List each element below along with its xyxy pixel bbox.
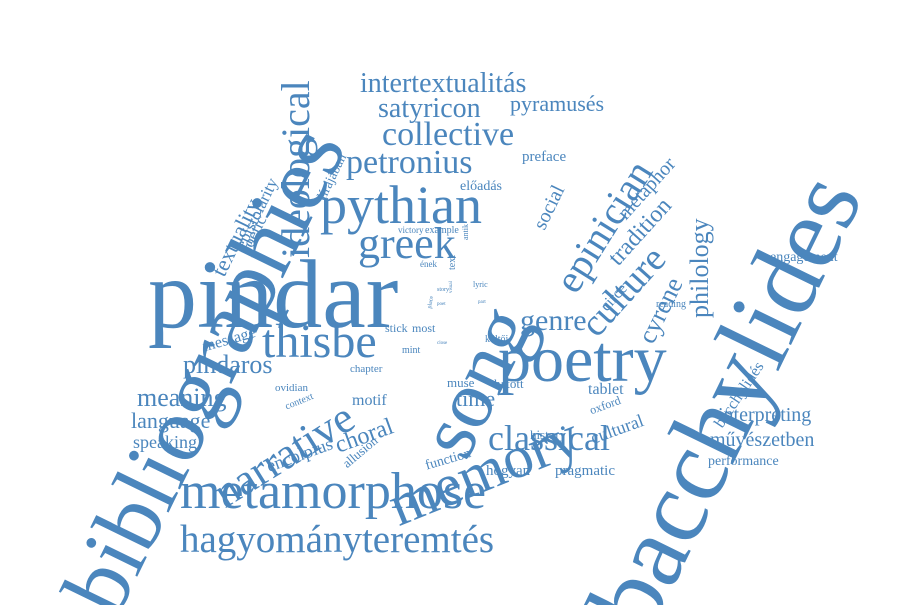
word-text: text	[447, 255, 458, 270]
word-place: place	[427, 295, 436, 310]
word-close: close	[437, 341, 448, 346]
word-hagyomanyteremtes: hagyományteremtés	[180, 518, 495, 561]
word-reading: reading	[656, 299, 686, 310]
word-pindaros: pindaros	[183, 350, 273, 379]
word-genre: genre	[520, 304, 587, 337]
word-interpreting: interpreting	[718, 404, 812, 426]
word-chapter: chapter	[350, 363, 383, 375]
word-victory: victory	[398, 225, 424, 235]
word-cultural: cultural	[587, 410, 647, 448]
word-story: story	[437, 287, 449, 293]
word-pyramuses: pyramusés	[510, 91, 605, 116]
word-part: part	[478, 300, 486, 305]
word-poet: poet	[437, 302, 446, 307]
word-lyric: lyric	[473, 280, 488, 289]
word-classical: classical	[488, 418, 610, 458]
word-example: example	[425, 225, 459, 236]
word-ovidian: ovidian	[275, 382, 308, 394]
word-collective: collective	[382, 116, 515, 153]
word-muse: muse	[447, 375, 475, 390]
word-enek: ének	[420, 259, 437, 269]
word-muveszetben: művészetben	[710, 429, 815, 451]
word-metamorphose: metamorphose	[180, 463, 487, 520]
word-social: social	[529, 181, 570, 234]
word-visual: visual	[449, 281, 454, 293]
word-antik: antik	[461, 224, 470, 240]
word-performance: performance	[708, 454, 779, 469]
word-intertextualitas: intertextualitás	[360, 68, 527, 99]
word-preface: preface	[522, 149, 567, 165]
word-tablet: tablet	[588, 381, 624, 398]
word-stick: stick	[385, 321, 408, 335]
word-most: most	[412, 321, 436, 335]
word-hatott: hatott	[494, 376, 524, 391]
word-ideological: ideological	[273, 80, 318, 258]
word-petronius: petronius	[346, 144, 473, 181]
word-time: time	[456, 386, 496, 411]
word-pindar: pindar	[148, 241, 399, 349]
word-greek: greek	[358, 219, 456, 268]
word-pragmatic: pragmatic	[555, 463, 615, 479]
word-meaning: meaning	[137, 383, 227, 412]
word-engagement: engagement	[770, 250, 838, 265]
word-mint: mint	[402, 345, 421, 356]
word-poetry: poetry	[498, 323, 667, 396]
word-satyricon: satyricon	[378, 93, 481, 124]
word-motif: motif	[352, 392, 387, 409]
word-kolto: költői	[485, 334, 509, 345]
word-history: history	[530, 427, 567, 442]
word-speaking: speaking	[133, 432, 197, 452]
word-language: language	[131, 408, 211, 433]
word-pythian: pythian	[320, 175, 482, 235]
word-philology: philology	[685, 218, 714, 318]
word-hogyan: hogyan	[486, 463, 531, 479]
word-thisbe: thisbe	[262, 315, 377, 368]
word-eloadas: előadás	[460, 179, 502, 194]
